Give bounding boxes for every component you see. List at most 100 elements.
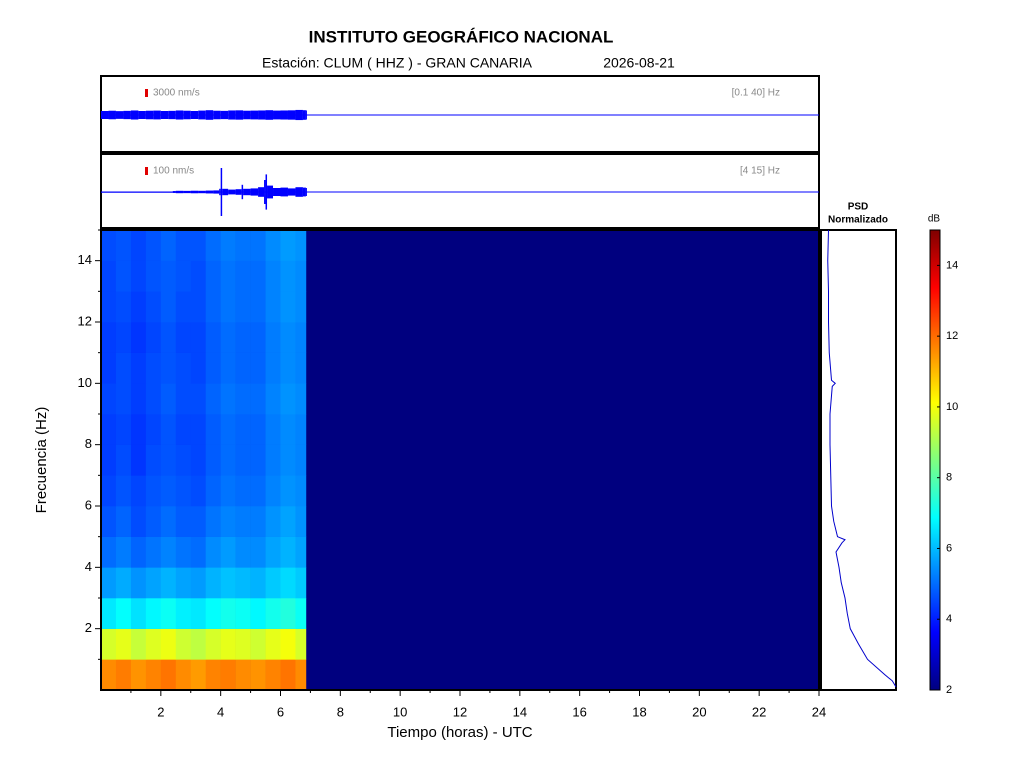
colorbar-strip [930,339,940,341]
colorbar-strip [930,310,940,312]
colorbar-strip [930,611,940,613]
colorbar-strip [930,671,940,673]
colorbar-strip [930,380,940,382]
colorbar-strip [930,294,940,296]
spectrogram-cell [130,444,147,476]
colorbar-strip [930,264,940,266]
colorbar-strip [930,666,940,668]
colorbar-strip [930,453,940,455]
colorbar-strip [930,417,940,419]
spectrogram-cell [295,628,307,660]
colorbar-strip [930,524,940,526]
colorbar-strip [930,349,940,351]
spectrogram-cell [280,659,296,691]
colorbar-strip [930,590,940,592]
spectrogram-cell [205,628,221,660]
colorbar-strip [930,674,940,676]
spectrogram-cell [190,659,207,691]
colorbar-strip [930,230,940,232]
spectrogram-cell [235,536,251,568]
psd-line [827,229,897,688]
spectrogram-cell [265,352,281,384]
spectrogram-cell [235,475,251,507]
x-tick-label: 6 [277,704,284,719]
colorbar-strip [930,501,940,503]
spectrogram-cell [145,659,162,691]
colorbar-strip [930,375,940,377]
colorbar-strip [930,287,940,289]
colorbar-strip [930,418,940,420]
colorbar-strip [930,423,940,425]
spectrogram-cell [250,567,266,599]
spectrogram-cell [220,352,236,384]
spectrogram-cell [101,536,117,568]
subtitle: Estación: CLUM ( HHZ ) - GRAN CANARIA [262,55,533,71]
colorbar-strip [930,337,940,339]
spectrogram-cell [130,322,147,353]
colorbar-strip [930,651,940,653]
colorbar-strip [930,653,940,655]
colorbar-strip [930,670,940,672]
colorbar-strip [930,286,940,288]
colorbar-strip [930,236,940,238]
colorbar-strip [930,570,940,572]
colorbar-strip [930,457,940,459]
colorbar-strip [930,445,940,447]
colorbar-strip [930,419,940,421]
scale-label: 100 nm/s [153,166,194,177]
spectrogram-cell [160,414,177,445]
trace-envelope [258,187,265,197]
trace-envelope [175,110,184,120]
colorbar-strip [930,561,940,563]
spectrogram-cell [145,536,162,568]
spectrogram-cell [205,598,221,629]
colorbar-strip [930,681,940,683]
colorbar-strip [930,602,940,604]
colorbar-strip [930,633,940,635]
spectrogram-cell [101,322,117,353]
colorbar-strip [930,564,940,566]
colorbar-strip [930,296,940,298]
spectrogram-cell [220,444,236,476]
trace-envelope [264,180,266,204]
trace-envelope [168,110,176,120]
colorbar-strip [930,616,940,618]
colorbar-strip [930,571,940,573]
spectrogram-cell [220,383,236,415]
colorbar-strip [930,660,940,662]
colorbar-strip [930,514,940,516]
spectrogram-cell [280,260,296,292]
colorbar-strip [930,232,940,234]
colorbar-strip [930,492,940,494]
colorbar-strip [930,315,940,317]
colorbar-strip [930,510,940,512]
colorbar-strip [930,458,940,460]
colorbar-strip [930,488,940,490]
date: 2026-08-21 [603,55,675,71]
spectrogram-cell [250,628,266,660]
spectrogram-cell [145,322,162,353]
spectrogram-cell [250,414,266,445]
spectrogram-cell [101,506,117,537]
filter-label: [0.1 40] Hz [732,88,780,99]
colorbar-strip [930,333,940,335]
colorbar-strip [930,268,940,270]
colorbar-strip [930,556,940,558]
colorbar-strip [930,474,940,476]
colorbar-strip [930,569,940,571]
colorbar-strip [930,291,940,293]
spectrogram-cell [130,598,147,629]
colorbar-strip [930,242,940,244]
spectrogram-cell [145,598,162,629]
colorbar-strip [930,324,940,326]
colorbar-strip [930,272,940,274]
trace-envelope [108,110,116,120]
colorbar-strip [930,372,940,374]
spectrogram-cell [280,506,296,537]
colorbar-strip [930,657,940,659]
spectrogram-cell [205,444,221,476]
colorbar-strip [930,422,940,424]
spectrogram-cell [220,567,236,599]
colorbar-strip [930,444,940,446]
spectrogram-cell [160,475,177,507]
